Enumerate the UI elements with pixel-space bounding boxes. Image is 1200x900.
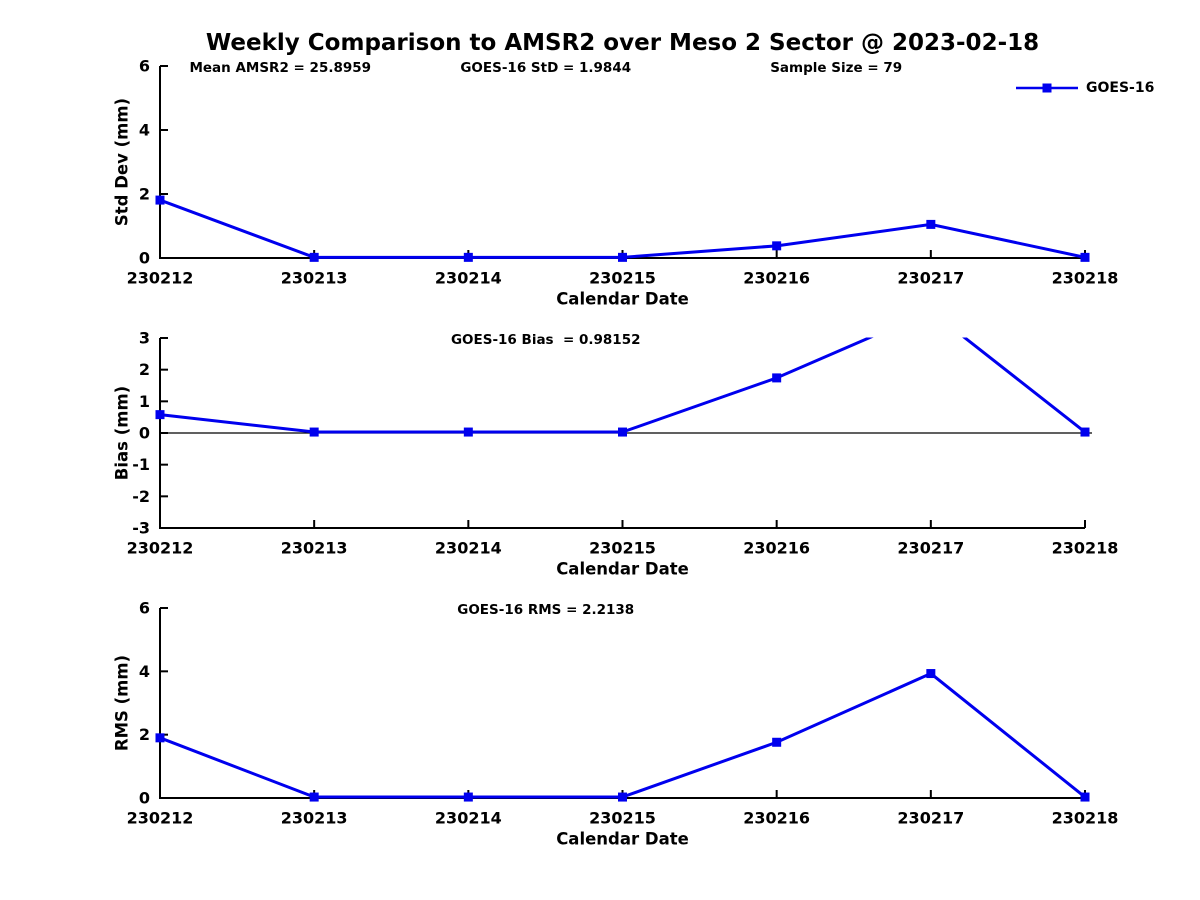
- y-axis-label: RMS (mm): [113, 655, 132, 751]
- data-point-marker: [926, 669, 936, 679]
- x-axis-label: Calendar Date: [556, 830, 689, 849]
- data-point-marker: [155, 195, 165, 205]
- chart-rms: 0 2 4 6 230212 230213 230214 230215 230216 230217…: [113, 599, 1119, 849]
- data-point-marker: [926, 307, 935, 316]
- data-point-marker: [155, 410, 165, 420]
- data-point-marker: [1080, 792, 1090, 802]
- y-tick-label: 0: [139, 249, 150, 268]
- data-point-marker: [772, 373, 782, 383]
- y-tick-label: 4: [139, 121, 150, 140]
- y-tick-label: 2: [139, 185, 150, 204]
- x-tick-label: 230212: [127, 269, 194, 288]
- data-point-marker: [926, 219, 936, 229]
- series-group: [155, 669, 1090, 802]
- x-axis-label: Calendar Date: [556, 290, 689, 309]
- data-point-marker: [309, 252, 319, 262]
- y-tick-label: 6: [139, 57, 150, 76]
- x-tick-label: 230214: [435, 269, 502, 288]
- legend: GOES-16: [1016, 80, 1154, 96]
- x-tick-label: 230217: [897, 269, 964, 288]
- y-axis-label: Std Dev (mm): [113, 98, 132, 226]
- x-tick-label: 230216: [743, 539, 810, 558]
- data-point-marker: [1080, 252, 1090, 262]
- figure-title: Weekly Comparison to AMSR2 over Meso 2 S…: [205, 30, 1040, 56]
- data-point-marker: [618, 252, 627, 262]
- x-tick-label: 230218: [1052, 269, 1119, 288]
- y-tick-label: 1: [139, 392, 150, 411]
- y-tick-label: 4: [139, 662, 150, 681]
- data-point-marker: [155, 733, 165, 743]
- annotation: GOES-16 RMS = 2.2138: [457, 602, 634, 618]
- series-group: [155, 195, 1090, 262]
- x-tick-label: 230217: [897, 539, 964, 558]
- x-tick-label: 230214: [435, 539, 502, 558]
- chart-bias: -3 -2 -1 0 1 2 3 230212 230213 230214 230215 230216…: [113, 307, 1119, 579]
- y-tick-label: -2: [132, 487, 150, 506]
- data-point-marker: [463, 252, 473, 262]
- y-tick-label: -1: [132, 455, 150, 474]
- x-axis-label: Calendar Date: [556, 560, 689, 579]
- y-tick-label: -3: [132, 519, 150, 538]
- data-point-marker: [463, 792, 473, 802]
- y-tick-label: 3: [139, 329, 150, 348]
- data-point-marker: [618, 792, 627, 802]
- legend-marker: [1042, 83, 1052, 93]
- x-tick-label: 230218: [1052, 809, 1119, 828]
- x-tick-label: 230213: [281, 269, 348, 288]
- x-tick-label: 230215: [589, 809, 656, 828]
- legend-label: GOES-16: [1086, 80, 1154, 96]
- y-tick-label: 0: [139, 789, 150, 808]
- x-tick-label: 230213: [281, 539, 348, 558]
- x-tick-label: 230218: [1052, 539, 1119, 558]
- x-tick-label: 230213: [281, 809, 348, 828]
- annotation: Mean AMSR2 = 25.8959: [189, 60, 371, 76]
- x-tick-label: 230217: [897, 809, 964, 828]
- annotation: Sample Size = 79: [770, 60, 902, 76]
- data-point-marker: [463, 427, 473, 437]
- data-point-marker: [309, 427, 319, 437]
- series-group: [155, 307, 1090, 437]
- series-line-goes-16: [159, 198, 1086, 259]
- x-tick-label: 230212: [127, 539, 194, 558]
- data-point-marker: [772, 737, 782, 747]
- annotation: GOES-16 Bias = 0.98152: [451, 332, 641, 348]
- series-line-goes-16: [159, 671, 1086, 799]
- x-tick-label: 230216: [743, 269, 810, 288]
- x-tick-label: 230212: [127, 809, 194, 828]
- x-tick-label: 230215: [589, 539, 656, 558]
- y-axis-label: Bias (mm): [113, 386, 132, 480]
- y-tick-label: 6: [139, 599, 150, 618]
- data-point-marker: [618, 427, 627, 437]
- data-point-marker: [772, 241, 782, 251]
- y-tick-label: 2: [139, 360, 150, 379]
- x-tick-label: 230216: [743, 809, 810, 828]
- y-tick-label: 2: [139, 725, 150, 744]
- x-tick-label: 230215: [589, 269, 656, 288]
- y-tick-label: 0: [139, 424, 150, 443]
- x-tick-label: 230214: [435, 809, 502, 828]
- chart-std-dev: 0 2 4 6 230212 230213 230214 230215 230216 230217…: [113, 57, 1155, 309]
- annotation: GOES-16 StD = 1.9844: [460, 60, 631, 76]
- data-point-marker: [309, 792, 319, 802]
- series-line-goes-16: [159, 337, 1086, 434]
- data-point-marker: [1080, 427, 1090, 437]
